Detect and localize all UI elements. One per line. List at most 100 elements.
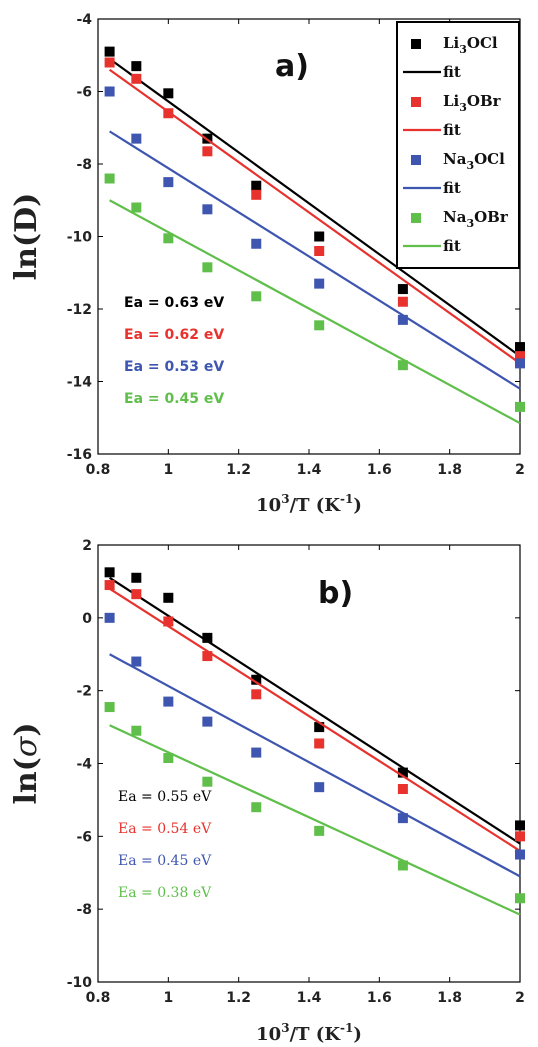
legend-series-subscript: 3 <box>466 159 474 172</box>
fit-line <box>109 130 521 390</box>
data-point <box>251 291 262 302</box>
legend-series-rest: OBr <box>467 92 502 110</box>
x-axis-label-exponent: 3 <box>281 1021 289 1035</box>
data-point <box>131 61 142 72</box>
y-axis-label-base: ln( <box>9 757 44 804</box>
data-point <box>251 747 262 758</box>
x-tick-label: 1.4 <box>297 990 322 1006</box>
data-point <box>251 238 262 249</box>
ea-annotation: Ea = 0.45 eV <box>124 391 224 407</box>
chart-panel-b: 0.8 1 1.2 1.4 1.6 1.8 2 -10 -8 -6 -4 -2 0 2 103/T (K-1… <box>9 538 525 1045</box>
data-point <box>314 320 325 331</box>
ea-annotation: Ea = 0.55 eV <box>118 789 212 805</box>
ea-annotation: Ea = 0.45 eV <box>118 853 212 869</box>
data-point <box>131 656 142 667</box>
data-point <box>515 358 525 369</box>
x-tick-label: 1.6 <box>367 990 392 1006</box>
data-point <box>202 651 213 662</box>
x-tick-label: 2 <box>515 990 525 1006</box>
data-point <box>515 351 525 362</box>
y-tick-label: -6 <box>76 829 92 845</box>
x-tick-label: 1.4 <box>297 462 322 478</box>
data-point <box>314 738 325 749</box>
legend-fit-label: fit <box>443 179 461 197</box>
legend-series-subscript: 3 <box>459 43 467 56</box>
legend-marker <box>411 39 421 49</box>
legend-marker <box>411 213 421 223</box>
fit-line <box>108 68 521 365</box>
data-point <box>515 820 525 831</box>
data-point <box>104 173 115 184</box>
data-point <box>397 284 408 295</box>
data-point <box>314 722 325 733</box>
data-point <box>104 612 115 623</box>
y-tick-label: -4 <box>76 757 92 773</box>
panel-label: b) <box>318 576 353 611</box>
data-point <box>515 342 525 353</box>
y-tick-label: -10 <box>67 230 93 246</box>
data-point <box>104 46 115 57</box>
x-axis-label-exponent: 3 <box>281 492 289 506</box>
legend-marker <box>411 97 421 107</box>
legend-series-rest: OCl <box>467 34 498 52</box>
x-tick-label: 1.8 <box>437 990 462 1006</box>
data-point <box>104 702 115 713</box>
data-point <box>314 231 325 242</box>
x-axis-label-base: 10 <box>256 495 281 516</box>
legend-series-rest: OBr <box>474 208 509 226</box>
ea-annotation: Ea = 0.62 eV <box>124 327 224 343</box>
x-tick-label: 0.8 <box>86 462 111 478</box>
legend-fit-label: fit <box>443 63 461 81</box>
data-point <box>515 831 525 842</box>
x-axis-label: 103/T (K-1) <box>256 1021 362 1045</box>
data-point <box>131 133 142 144</box>
data-point <box>131 589 142 600</box>
data-point <box>314 278 325 289</box>
data-point <box>397 314 408 325</box>
x-tick-label: 2 <box>515 462 525 478</box>
y-tick-label: -8 <box>76 157 92 173</box>
legend-series-rest: OCl <box>474 150 505 168</box>
data-point <box>397 860 408 871</box>
data-point <box>163 177 174 188</box>
data-point <box>251 674 262 685</box>
x-axis-label-text: /T (K <box>290 495 342 516</box>
data-point <box>397 813 408 824</box>
data-point <box>104 580 115 591</box>
data-point <box>163 616 174 627</box>
data-point <box>163 88 174 99</box>
ea-annotation: Ea = 0.53 eV <box>124 359 224 375</box>
legend-marker <box>411 155 421 165</box>
data-point <box>397 767 408 778</box>
data-point <box>251 180 262 191</box>
x-tick-label: 1.8 <box>437 462 462 478</box>
x-axis-label-close: ) <box>353 495 362 516</box>
y-tick-label: -16 <box>67 447 92 463</box>
data-point <box>131 725 142 736</box>
data-point <box>131 202 142 213</box>
data-point <box>163 108 174 119</box>
legend-series-subscript: 3 <box>459 101 467 114</box>
data-point <box>202 716 213 727</box>
y-tick-label: -2 <box>76 684 92 700</box>
legend-series-base: Li <box>443 34 460 52</box>
data-point <box>397 783 408 794</box>
legend-series-base: Li <box>443 92 460 110</box>
fit-line <box>109 653 521 878</box>
legend-series-base: Na <box>443 208 467 226</box>
data-point <box>131 572 142 583</box>
y-tick-label: 2 <box>82 538 92 554</box>
y-axis-label: ln(D) <box>9 193 44 281</box>
fit-line <box>108 57 521 358</box>
x-tick-label: 0.8 <box>86 990 111 1006</box>
data-point <box>397 360 408 371</box>
x-tick-label: 1 <box>163 462 173 478</box>
ea-annotation: Ea = 0.54 eV <box>118 821 212 837</box>
legend-series-name: Na3OBr <box>443 208 509 230</box>
data-point <box>515 849 525 860</box>
data-point <box>131 73 142 84</box>
data-point <box>163 753 174 764</box>
data-point <box>163 233 174 244</box>
ea-annotation: Ea = 0.63 eV <box>124 295 224 311</box>
